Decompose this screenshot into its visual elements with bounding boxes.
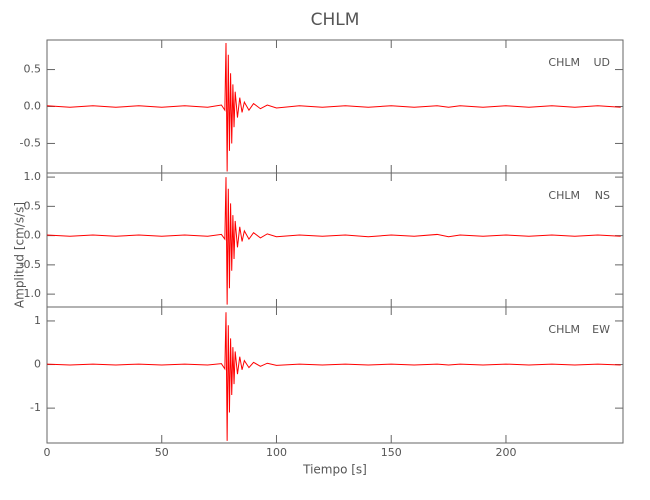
x-tick-label: 100 [266, 446, 287, 459]
y-tick-label: 0.5 [24, 199, 42, 212]
y-tick-label: 0.0 [24, 229, 42, 242]
panel-frame [46, 172, 624, 308]
y-tick-label: 0.5 [24, 63, 42, 76]
y-tick-label: -0.5 [20, 258, 41, 271]
y-axis-label: Amplitud [cm/s/s] [13, 202, 27, 308]
waveform [46, 42, 621, 172]
x-axis-label: Tiempo [s] [302, 463, 367, 477]
y-tick-label: -0.5 [20, 136, 41, 149]
station-label: CHLM [548, 56, 580, 69]
y-tick-label: 0.0 [24, 100, 42, 113]
y-tick-label: -1.0 [20, 287, 41, 300]
waveform [46, 177, 621, 305]
y-tick-label: 0 [34, 358, 41, 371]
y-tick-label: 1.0 [24, 170, 42, 183]
component-label: EW [592, 323, 610, 336]
station-label: CHLM [548, 189, 580, 202]
y-tick-label: -1 [30, 401, 41, 414]
y-tick-label: 1 [34, 314, 41, 327]
panel-frame [46, 306, 624, 444]
x-tick-label: 200 [495, 446, 516, 459]
component-label: NS [595, 189, 610, 202]
x-tick-label: 50 [155, 446, 169, 459]
x-tick-label: 150 [381, 446, 402, 459]
station-label: CHLM [548, 323, 580, 336]
waveform [46, 312, 621, 441]
chart-title: CHLM [311, 10, 360, 30]
x-tick-label: 0 [44, 446, 51, 459]
component-label: UD [593, 56, 610, 69]
